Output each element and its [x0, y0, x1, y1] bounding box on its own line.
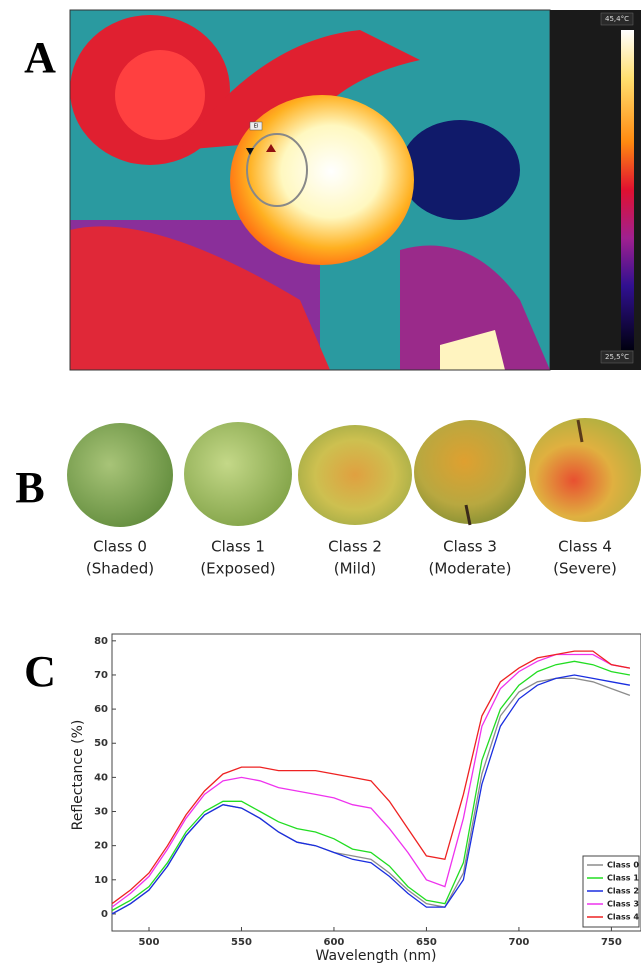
x-tick-label: 600 [324, 937, 345, 948]
class-name: Class 0 [93, 538, 147, 556]
y-axis-label: Reflectance (%) [70, 720, 86, 831]
x-tick-label: 750 [601, 937, 622, 948]
legend-label: Class 0 [607, 861, 639, 870]
class-description: (Exposed) [200, 560, 275, 578]
class-name: Class 1 [211, 538, 265, 556]
legend-label: Class 3 [607, 900, 639, 909]
class-description: (Shaded) [86, 560, 154, 578]
panel-label: C [24, 647, 56, 696]
x-tick-label: 700 [508, 937, 529, 948]
panel-label: A [24, 33, 56, 82]
scale-max: 45,4°C [605, 15, 629, 23]
roi-tag: El [254, 124, 259, 130]
y-tick-label: 0 [101, 909, 108, 920]
y-tick-label: 10 [94, 875, 108, 886]
legend-label: Class 4 [607, 913, 639, 922]
x-tick-label: 650 [416, 937, 437, 948]
apples [67, 418, 641, 527]
series-line [111, 660, 631, 912]
y-tick-label: 80 [94, 636, 108, 647]
y-tick-label: 20 [94, 841, 108, 852]
y-tick-label: 70 [94, 670, 108, 681]
class-description: (Severe) [553, 560, 617, 578]
y-tick-label: 40 [94, 772, 108, 783]
series-line [111, 674, 631, 915]
plot-area [111, 633, 641, 932]
series-line [111, 650, 631, 905]
thermal-image: El 45,4°C 25,5°C [69, 9, 641, 371]
x-axis-label: Wavelength (nm) [316, 948, 437, 964]
y-tick-label: 50 [94, 738, 108, 749]
legend-label: Class 2 [607, 887, 639, 896]
panel-label: B [15, 463, 44, 512]
class-description: (Mild) [334, 560, 377, 578]
y-tick-label: 60 [94, 704, 108, 715]
class-name: Class 2 [328, 538, 382, 556]
x-tick-label: 500 [139, 937, 160, 948]
class-description: (Moderate) [428, 560, 511, 578]
series-line [111, 653, 631, 908]
scale-min: 25,5°C [605, 353, 629, 361]
class-name: Class 4 [558, 538, 612, 556]
legend-label: Class 1 [607, 874, 639, 883]
x-tick-label: 550 [231, 937, 252, 948]
class-name: Class 3 [443, 538, 497, 556]
y-tick-label: 30 [94, 807, 108, 818]
